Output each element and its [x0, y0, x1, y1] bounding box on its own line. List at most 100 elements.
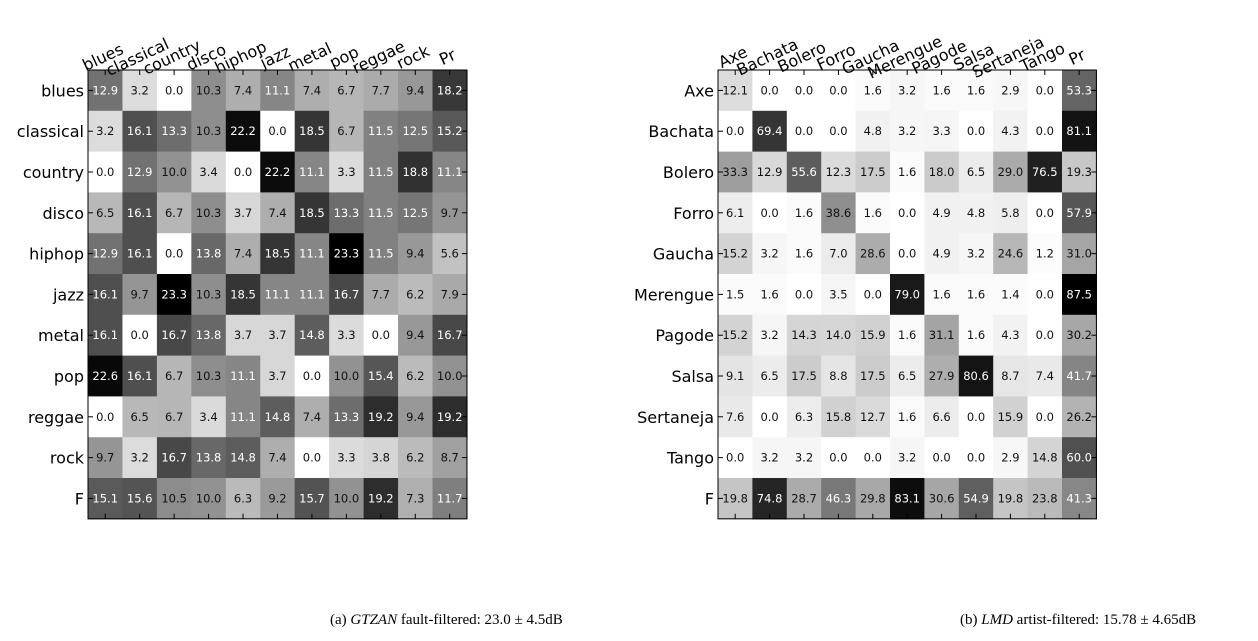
- cell-value-label: 7.6: [726, 410, 744, 424]
- cell-value-label: 18.0: [929, 165, 955, 179]
- heatmap-cell: [191, 70, 227, 112]
- heatmap-cell: [890, 70, 925, 112]
- heatmap-cell: [752, 437, 788, 479]
- heatmap-cell: [294, 478, 330, 520]
- heatmap-cell: [821, 70, 857, 112]
- heatmap-cell: [329, 110, 365, 153]
- row-tick-label: Bachata: [648, 122, 714, 141]
- heatmap-cell: [329, 437, 365, 479]
- cell-value-label: 0.0: [760, 410, 778, 424]
- heatmap-cell: [821, 192, 857, 234]
- heatmap-cell: [958, 110, 994, 153]
- cell-value-label: 11.1: [299, 247, 325, 261]
- cell-value-label: 11.1: [265, 287, 291, 301]
- cell-value-label: 3.4: [199, 165, 217, 179]
- cell-value-label: 80.6: [963, 369, 989, 383]
- cell-value-label: 6.2: [406, 369, 424, 383]
- cell-value-label: 1.6: [898, 165, 916, 179]
- heatmap-cell: [363, 396, 399, 438]
- cell-value-label: 13.8: [196, 247, 222, 261]
- heatmap-cell: [363, 70, 399, 112]
- heatmap-cell: [786, 274, 822, 316]
- heatmap-cell: [718, 70, 753, 112]
- heatmap-cell: [993, 314, 1029, 357]
- heatmap-cell: [1027, 437, 1063, 479]
- heatmap-cell: [260, 396, 296, 438]
- cell-value-label: 31.0: [1066, 247, 1092, 261]
- cell-value-label: 0.0: [303, 451, 321, 465]
- cell-value-label: 11.5: [368, 124, 394, 138]
- cell-value-label: 18.8: [402, 165, 428, 179]
- heatmap-cell: [191, 233, 227, 275]
- cell-value-label: 22.2: [230, 124, 256, 138]
- cell-value-label: 11.1: [230, 369, 256, 383]
- cell-value-label: 41.3: [1066, 491, 1092, 505]
- cell-value-label: 0.0: [898, 206, 916, 220]
- heatmap-cell: [958, 274, 994, 316]
- cell-value-label: 16.1: [127, 369, 153, 383]
- heatmap-cell: [363, 233, 399, 275]
- cell-value-label: 11.1: [265, 83, 291, 97]
- heatmap-cell: [225, 110, 261, 153]
- heatmap-cell: [88, 478, 124, 520]
- cell-value-label: 15.8: [826, 410, 852, 424]
- heatmap-cell: [993, 233, 1029, 275]
- cell-value-label: 9.4: [406, 247, 424, 261]
- heatmap-cell: [294, 233, 330, 275]
- cell-value-label: 23.3: [161, 287, 187, 301]
- cell-value-label: 57.9: [1066, 206, 1092, 220]
- cell-value-label: 13.8: [196, 328, 222, 342]
- cell-value-label: 9.4: [406, 328, 424, 342]
- heatmap-cell: [122, 314, 158, 357]
- heatmap-cell: [890, 151, 925, 193]
- heatmap-cell: [225, 437, 261, 479]
- heatmap-cell: [363, 274, 399, 316]
- cell-value-label: 15.9: [998, 410, 1024, 424]
- heatmap-cell: [122, 192, 158, 234]
- heatmap-cell: [821, 478, 857, 520]
- heatmap-cell: [718, 478, 753, 520]
- heatmap-cell: [225, 70, 261, 112]
- cell-value-label: 8.8: [829, 369, 847, 383]
- heatmap-cell: [329, 478, 365, 520]
- cell-value-label: 11.1: [299, 165, 325, 179]
- cell-value-label: 7.7: [372, 287, 390, 301]
- heatmap-cell: [1062, 151, 1097, 193]
- cell-value-label: 17.5: [791, 369, 817, 383]
- heatmap-cell: [398, 151, 434, 193]
- heatmap-cell: [191, 151, 227, 193]
- row-tick-label: blues: [41, 81, 84, 100]
- heatmap-cell: [156, 355, 192, 397]
- cell-value-label: 1.6: [898, 410, 916, 424]
- heatmap-cell: [191, 274, 227, 316]
- heatmap-cell: [260, 192, 296, 234]
- heatmap-cell: [88, 110, 124, 153]
- cell-value-label: 0.0: [96, 165, 114, 179]
- heatmap-cell: [958, 192, 994, 234]
- cell-value-label: 10.0: [437, 369, 463, 383]
- heatmap-cell: [786, 110, 822, 153]
- row-tick-label: disco: [42, 204, 84, 223]
- cell-value-label: 26.2: [1066, 410, 1092, 424]
- cell-value-label: 18.2: [437, 83, 463, 97]
- cell-value-label: 14.0: [826, 328, 852, 342]
- heatmap-cell: [260, 437, 296, 479]
- heatmap-cell: [752, 478, 788, 520]
- heatmap-cell: [821, 274, 857, 316]
- cell-value-label: 16.7: [161, 328, 187, 342]
- cell-value-label: 16.1: [127, 247, 153, 261]
- cell-value-label: 0.0: [760, 83, 778, 97]
- heatmap-cell: [191, 478, 227, 520]
- heatmap-cell: [363, 110, 399, 153]
- cell-value-label: 1.6: [795, 206, 813, 220]
- cell-value-label: 0.0: [1036, 124, 1054, 138]
- cell-value-label: 6.1: [726, 206, 744, 220]
- row-tick-label: jazz: [52, 285, 84, 304]
- cell-value-label: 8.7: [441, 451, 459, 465]
- heatmap-cell: [1027, 314, 1063, 357]
- heatmap-cell: [924, 314, 960, 357]
- cell-value-label: 15.6: [127, 491, 153, 505]
- heatmap-cell: [1027, 70, 1063, 112]
- cell-value-label: 3.7: [268, 328, 286, 342]
